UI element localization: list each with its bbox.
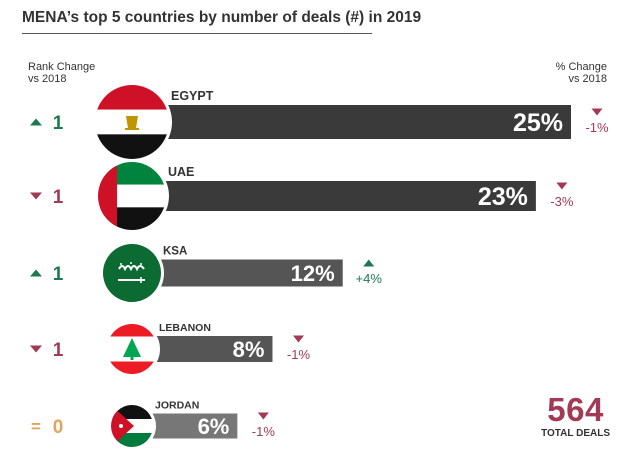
bar-uae bbox=[132, 181, 536, 211]
arrow-down-icon bbox=[556, 182, 568, 190]
rank-change-header-line2: vs 2018 bbox=[28, 73, 67, 85]
rank-change-value: 1 bbox=[53, 113, 64, 134]
arrow-up-icon bbox=[363, 259, 375, 267]
arrow-down-icon bbox=[292, 335, 304, 343]
rank-change-header-line1: Rank Change bbox=[28, 61, 96, 73]
arrow-down-icon bbox=[257, 412, 269, 420]
rank-change-header: Rank Change vs 2018 bbox=[28, 61, 95, 85]
pct-change-value: -1% bbox=[585, 120, 609, 135]
pct-change-value: -3% bbox=[550, 194, 574, 209]
pct-change-value: -1% bbox=[287, 347, 311, 362]
total-deals: 564 TOTAL DEALS bbox=[541, 391, 610, 440]
pct-change-value: +4% bbox=[356, 271, 383, 286]
pct-change-header-line1: % Change bbox=[555, 61, 607, 73]
uae-flag bbox=[98, 162, 166, 230]
rank-change-value: 1 bbox=[53, 264, 64, 285]
bar-value-label: 8% bbox=[233, 337, 265, 362]
arrow-down-icon bbox=[30, 345, 42, 353]
equal-icon: = bbox=[31, 417, 41, 436]
pct-change-header-line2: vs 2018 bbox=[568, 73, 607, 85]
page-title: MENA’s top 5 countries by number of deal… bbox=[22, 9, 422, 26]
rank-change-value: 0 bbox=[53, 417, 64, 438]
arrow-down-icon bbox=[591, 108, 603, 116]
country-label: LEBANON bbox=[159, 322, 211, 334]
jordan-flag bbox=[111, 405, 153, 447]
country-label: EGYPT bbox=[171, 89, 214, 103]
total-deals-value: 564 bbox=[547, 391, 604, 428]
country-label: UAE bbox=[168, 165, 194, 179]
bar-value-label: 12% bbox=[291, 261, 335, 286]
bar-value-label: 25% bbox=[513, 109, 563, 137]
country-label: JORDAN bbox=[155, 400, 199, 412]
pct-change-header: % Change vs 2018 bbox=[556, 61, 607, 85]
arrow-up-icon bbox=[30, 269, 42, 277]
rank-change-value: 1 bbox=[53, 187, 64, 208]
bar-egypt bbox=[132, 105, 571, 139]
arrow-down-icon bbox=[30, 192, 42, 200]
pct-change-value: -1% bbox=[252, 424, 276, 439]
country-label: KSA bbox=[163, 246, 187, 258]
title-divider bbox=[22, 33, 372, 34]
bar-value-label: 6% bbox=[198, 414, 230, 439]
bar-value-label: 23% bbox=[478, 183, 528, 211]
bar-ksa bbox=[132, 259, 343, 287]
rank-change-value: 1 bbox=[53, 340, 64, 361]
ksa-flag bbox=[103, 244, 161, 302]
arrow-up-icon bbox=[30, 118, 42, 126]
total-deals-label: TOTAL DEALS bbox=[541, 428, 610, 439]
